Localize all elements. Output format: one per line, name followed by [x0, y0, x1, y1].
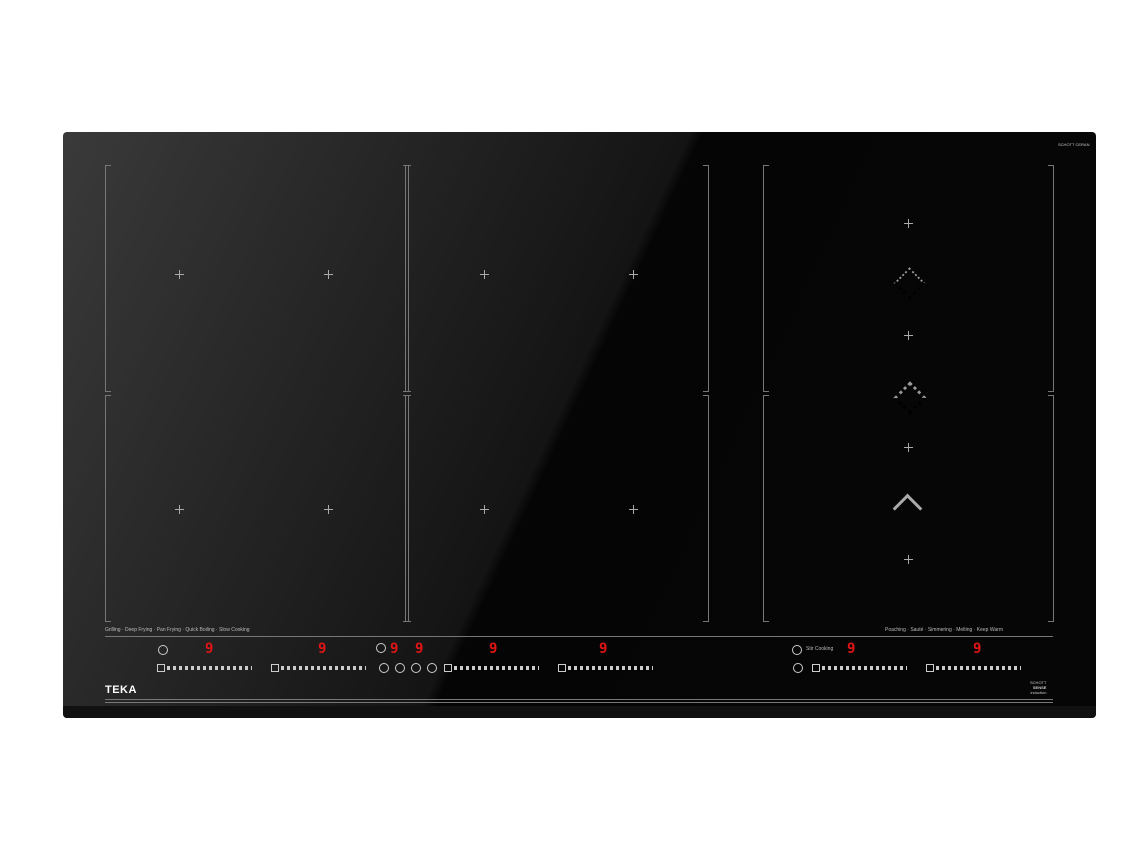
badge-line: induction: [1030, 690, 1047, 695]
zone-5-bracket-r: [1048, 165, 1054, 392]
timer-display: 9: [390, 641, 399, 657]
zone-select-button[interactable]: [444, 664, 452, 672]
bottom-line: [105, 702, 1053, 703]
schott-ceran-logo: SCHOTT CERAN: [1058, 142, 1090, 147]
zone-display: 9: [318, 641, 327, 657]
lock-button[interactable]: [427, 663, 437, 673]
crosshair-icon: [324, 505, 333, 514]
simmering-label: Simmering: [927, 627, 952, 633]
zone-5-bracket: [763, 165, 769, 392]
induction-hob: [63, 132, 1096, 718]
zone-6-bracket-r: [1048, 395, 1054, 622]
zone-display: 9: [205, 641, 214, 657]
crosshair-icon: [904, 443, 913, 452]
power-slider[interactable]: [822, 666, 907, 670]
plus-button[interactable]: [411, 663, 421, 673]
badge-line: SCHOTT: [1030, 680, 1047, 685]
timer-display: 9: [415, 641, 424, 657]
bottom-line: [105, 699, 1053, 700]
zone-display: 9: [973, 641, 982, 657]
zone-display: 9: [847, 641, 856, 657]
power-button[interactable]: [158, 645, 168, 655]
power-slider[interactable]: [568, 666, 653, 670]
zone-4-bracket: [405, 395, 411, 622]
function-labels-right: Poaching · Sauté · Simmering · Melting ·…: [885, 627, 1003, 633]
power-slider[interactable]: [281, 666, 366, 670]
crosshair-icon: [175, 270, 184, 279]
crosshair-icon: [904, 219, 913, 228]
power-slider[interactable]: [454, 666, 539, 670]
crosshair-icon: [324, 270, 333, 279]
zone-select-button[interactable]: [157, 664, 165, 672]
quick-boiling-label: Quick Boiling: [185, 627, 215, 633]
zone-select-button[interactable]: [812, 664, 820, 672]
power-slider[interactable]: [936, 666, 1021, 670]
function-labels-left: Grilling · Deep Frying · Pan Frying · Qu…: [105, 627, 250, 633]
crosshair-icon: [629, 270, 638, 279]
teka-logo: TEKA: [105, 684, 137, 696]
pan-frying-label: Pan Frying: [156, 627, 181, 633]
crosshair-icon: [480, 270, 489, 279]
zone-display: 9: [599, 641, 608, 657]
stir-cooking-button[interactable]: [792, 645, 802, 655]
zone-6-bracket: [763, 395, 769, 622]
zone-select-button[interactable]: [926, 664, 934, 672]
crosshair-icon: [175, 505, 184, 514]
zone-4-bracket-r: [703, 395, 709, 622]
minus-button[interactable]: [379, 663, 389, 673]
crosshair-icon: [904, 555, 913, 564]
zone-select-button[interactable]: [271, 664, 279, 672]
crosshair-icon: [904, 331, 913, 340]
zone-3-bracket: [405, 165, 411, 392]
grilling-label: Grilling: [105, 627, 121, 633]
stir-cooking-label: Stir Cooking: [806, 646, 834, 652]
zone-display: 9: [489, 641, 498, 657]
crosshair-icon: [629, 505, 638, 514]
divider: [105, 636, 1053, 637]
zone-select-button[interactable]: [558, 664, 566, 672]
timer-select-button[interactable]: [395, 663, 405, 673]
melting-label: Melting: [956, 627, 973, 633]
crosshair-icon: [480, 505, 489, 514]
timer-icon[interactable]: [376, 643, 386, 653]
schott-sense-badge: SCHOTT SENSE induction: [1030, 680, 1046, 695]
zone-2-bracket: [105, 395, 111, 622]
deep-frying-label: Deep Frying: [125, 627, 153, 633]
zone-1-bracket: [105, 165, 111, 392]
keep-warm-label: Keep Warm: [976, 627, 1003, 633]
slow-cooking-label: Slow Cooking: [218, 627, 250, 633]
saute-label: Sauté: [910, 627, 924, 633]
badge-line: SENSE: [1032, 685, 1047, 690]
poaching-label: Poaching: [885, 627, 906, 633]
hob-edge: [63, 706, 1096, 718]
zone-3-bracket-r: [703, 165, 709, 392]
pause-button[interactable]: [793, 663, 803, 673]
power-slider[interactable]: [167, 666, 252, 670]
